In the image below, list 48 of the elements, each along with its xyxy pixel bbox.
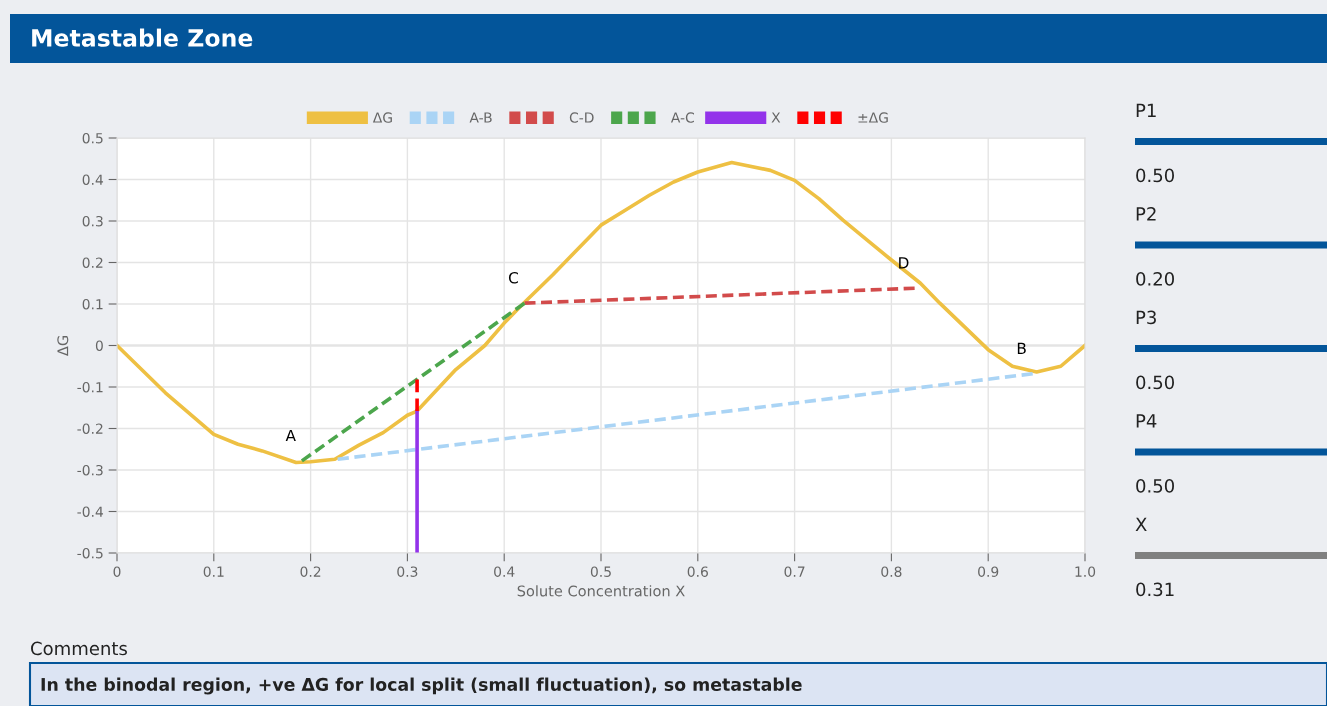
y-tick-label: 0: [95, 340, 103, 351]
y-tick-label: -0.5: [77, 547, 103, 559]
text: P2: [1136, 207, 1156, 221]
legend-label: ±ΔG: [858, 112, 888, 123]
x-tick-label: 0.6: [687, 566, 708, 577]
legend-label: A-C: [670, 112, 694, 123]
text: P4: [1136, 414, 1157, 428]
x-tick-label: 1.0: [1075, 566, 1096, 577]
legend-label: A-B: [469, 112, 492, 123]
y-tick-label: 0.4: [82, 174, 104, 185]
y-axis-title: ΔG: [57, 336, 69, 357]
text: 0.50: [1136, 168, 1174, 183]
x-tick-label: 0.8: [881, 566, 902, 577]
text: Comments: [31, 641, 127, 656]
x-tick-label: 0.9: [978, 566, 999, 577]
legend-label: ΔG: [372, 112, 392, 123]
text: In the binodal region, +ve ΔG for local split (small fluctuation), so metastable: [41, 677, 802, 695]
x-tick-label: 0.5: [590, 566, 611, 577]
x-tick-label: 0.1: [203, 566, 224, 577]
annotation: A: [285, 429, 296, 442]
text: 0.31: [1136, 582, 1174, 597]
legend-label: C-D: [569, 112, 594, 123]
text: P1: [1136, 103, 1156, 117]
x-tick-label: 0: [113, 566, 121, 577]
y-tick-label: 0.2: [82, 257, 103, 268]
line-series: [117, 160, 1085, 465]
annotation: D: [899, 257, 909, 269]
y-tick-label: -0.2: [77, 423, 103, 434]
annotation: C: [508, 271, 518, 284]
y-tick-label: 0.5: [82, 132, 103, 144]
y-tick-label: -0.4: [77, 506, 104, 517]
chart-title: Metastable Zone: [32, 28, 253, 47]
text: 0.20: [1136, 272, 1174, 286]
text: 0.50: [1136, 375, 1174, 390]
y-tick-label: 0.3: [82, 215, 103, 227]
text: X: [1135, 517, 1147, 531]
y-tick-label: 0.1: [82, 298, 103, 310]
x-tick-label: 0.7: [784, 566, 805, 577]
x-tick-label: 0.3: [397, 566, 418, 577]
x-axis-title: Solute Concentration X: [517, 585, 685, 597]
annotation: B: [1017, 342, 1026, 354]
x-tick-label: 0.4: [494, 566, 515, 577]
legend-label: X: [771, 112, 781, 123]
text: 0.50: [1136, 479, 1174, 493]
text: P3: [1136, 310, 1156, 325]
x-tick-label: 0.2: [300, 566, 321, 577]
y-tick-label: -0.3: [77, 464, 103, 476]
y-tick-label: -0.1: [77, 381, 103, 393]
